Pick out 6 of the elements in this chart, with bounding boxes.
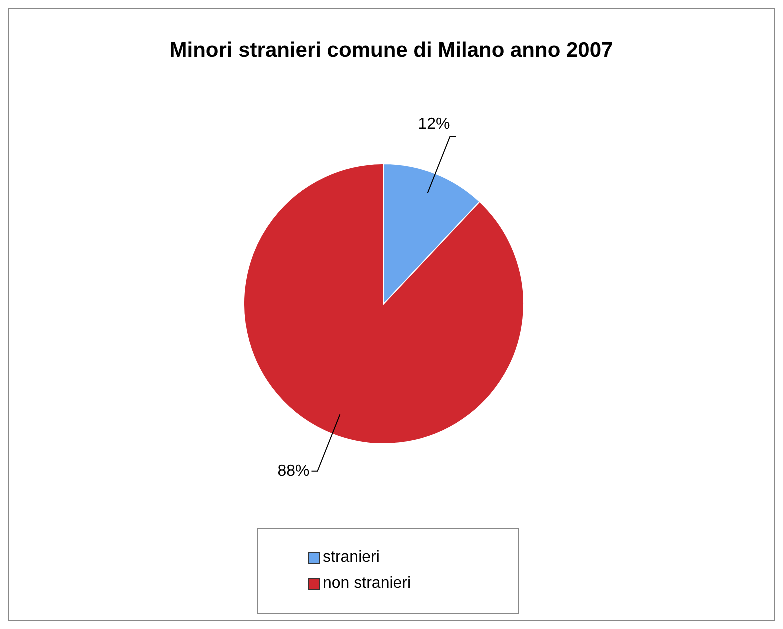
chart-title: Minori stranieri comune di Milano anno 2007 [168,39,614,63]
pie-slice [244,164,524,444]
data-label: 88% [278,462,310,480]
legend-label: non stranieri [323,575,412,593]
data-label: 12% [418,116,450,134]
legend-label: stranieri [323,549,380,567]
